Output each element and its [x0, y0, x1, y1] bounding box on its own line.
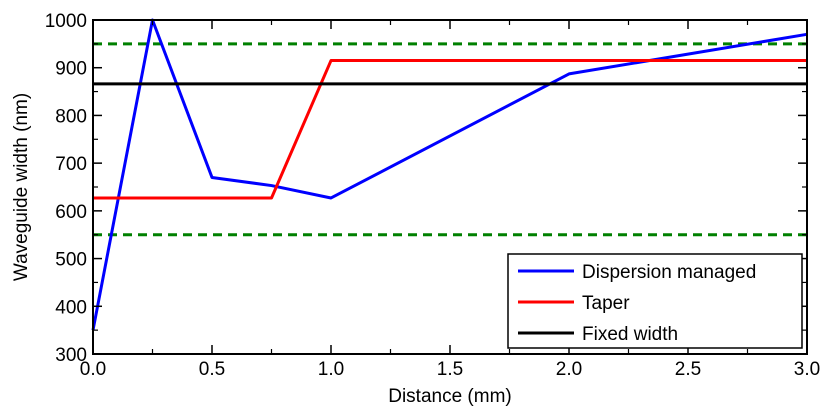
legend-label: Dispersion managed [582, 262, 756, 283]
x-tick-label: 3.0 [794, 359, 820, 380]
y-tick-label: 400 [55, 297, 87, 318]
y-tick-label: 700 [55, 154, 87, 175]
x-tick-label: 0.0 [80, 359, 106, 380]
reference-lines [93, 42, 807, 237]
legend-label: Taper [582, 293, 630, 314]
y-axis-title: Waveguide width (nm) [11, 93, 32, 281]
legend: Dispersion managed Taper Fixed width [507, 253, 803, 349]
y-tick-label: 500 [55, 250, 87, 271]
x-axis-title: Distance (mm) [388, 386, 512, 407]
legend-label: Fixed width [582, 324, 678, 345]
y-tick-label: 600 [55, 202, 87, 223]
tick-labels: 0.0 0.5 1.0 1.5 2.0 2.5 3.0 300 400 500 600 700 800 9… [45, 11, 820, 380]
x-tick-label: 1.0 [318, 359, 344, 380]
x-tick-label: 2.0 [556, 359, 582, 380]
x-tick-label: 0.5 [199, 359, 225, 380]
y-tick-label: 900 [55, 59, 87, 80]
series-line-taper [93, 59, 807, 200]
y-tick-label: 300 [55, 345, 87, 366]
y-tick-label: 800 [55, 106, 87, 127]
x-tick-label: 1.5 [437, 359, 463, 380]
axis-ticks [92, 19, 808, 355]
x-tick-label: 2.5 [675, 359, 701, 380]
y-tick-label: 1000 [45, 11, 87, 32]
